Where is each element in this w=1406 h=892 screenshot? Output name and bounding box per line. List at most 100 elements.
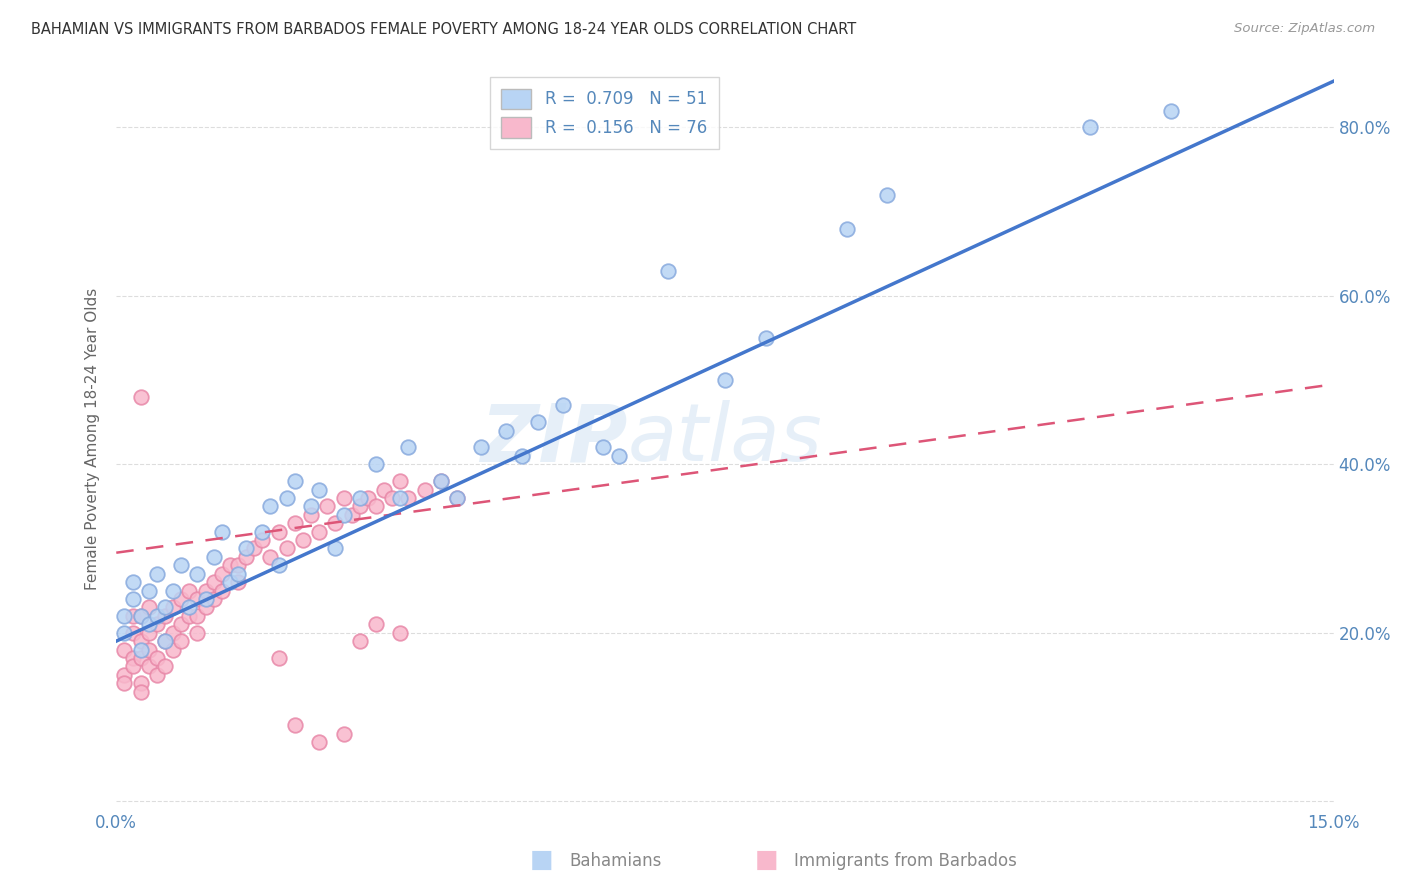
- Point: [349, 634, 371, 648]
- Point: [146, 651, 169, 665]
- Point: [551, 398, 574, 412]
- Point: [389, 491, 412, 505]
- Point: [226, 575, 249, 590]
- Point: [835, 221, 858, 235]
- Point: [162, 625, 184, 640]
- Point: [202, 549, 225, 564]
- Point: [121, 651, 143, 665]
- Point: [202, 592, 225, 607]
- Point: [754, 331, 776, 345]
- Point: [153, 634, 176, 648]
- Point: [202, 575, 225, 590]
- Point: [112, 676, 135, 690]
- Point: [291, 533, 314, 547]
- Point: [364, 458, 387, 472]
- Point: [243, 541, 266, 556]
- Point: [179, 608, 201, 623]
- Point: [138, 600, 160, 615]
- Point: [129, 676, 152, 690]
- Point: [153, 634, 176, 648]
- Text: Source: ZipAtlas.com: Source: ZipAtlas.com: [1234, 22, 1375, 36]
- Point: [657, 263, 679, 277]
- Point: [129, 390, 152, 404]
- Point: [235, 541, 257, 556]
- Legend: R =  0.709   N = 51, R =  0.156   N = 76: R = 0.709 N = 51, R = 0.156 N = 76: [489, 77, 718, 149]
- Point: [129, 608, 152, 623]
- Point: [714, 373, 737, 387]
- Point: [446, 491, 468, 505]
- Point: [1160, 103, 1182, 118]
- Text: BAHAMIAN VS IMMIGRANTS FROM BARBADOS FEMALE POVERTY AMONG 18-24 YEAR OLDS CORREL: BAHAMIAN VS IMMIGRANTS FROM BARBADOS FEM…: [31, 22, 856, 37]
- Point: [267, 651, 290, 665]
- Point: [162, 583, 184, 598]
- Point: [389, 474, 412, 488]
- Point: [186, 592, 208, 607]
- Point: [396, 441, 419, 455]
- Point: [121, 592, 143, 607]
- Text: Bahamians: Bahamians: [569, 852, 662, 870]
- Point: [170, 617, 193, 632]
- Point: [284, 516, 307, 531]
- Point: [276, 541, 298, 556]
- Point: [179, 600, 201, 615]
- Point: [138, 583, 160, 598]
- Point: [186, 608, 208, 623]
- Point: [357, 491, 380, 505]
- Point: [211, 583, 233, 598]
- Point: [349, 500, 371, 514]
- Point: [446, 491, 468, 505]
- Text: ZIP: ZIP: [481, 400, 627, 478]
- Point: [299, 500, 322, 514]
- Point: [413, 483, 436, 497]
- Point: [332, 508, 354, 522]
- Point: [284, 718, 307, 732]
- Point: [211, 566, 233, 581]
- Point: [592, 441, 614, 455]
- Point: [219, 575, 242, 590]
- Point: [284, 474, 307, 488]
- Point: [162, 642, 184, 657]
- Point: [153, 659, 176, 673]
- Point: [138, 625, 160, 640]
- Text: atlas: atlas: [627, 400, 823, 478]
- Point: [121, 608, 143, 623]
- Point: [340, 508, 363, 522]
- Point: [252, 524, 274, 539]
- Point: [349, 491, 371, 505]
- Point: [186, 625, 208, 640]
- Point: [186, 566, 208, 581]
- Point: [226, 566, 249, 581]
- Point: [112, 625, 135, 640]
- Y-axis label: Female Poverty Among 18-24 Year Olds: Female Poverty Among 18-24 Year Olds: [86, 288, 100, 591]
- Point: [510, 449, 533, 463]
- Point: [389, 625, 412, 640]
- Point: [235, 549, 257, 564]
- Point: [316, 500, 339, 514]
- Point: [170, 592, 193, 607]
- Point: [194, 583, 217, 598]
- Point: [129, 684, 152, 698]
- Point: [495, 424, 517, 438]
- Point: [146, 617, 169, 632]
- Point: [219, 558, 242, 573]
- Point: [1078, 120, 1101, 135]
- Point: [267, 558, 290, 573]
- Point: [364, 617, 387, 632]
- Point: [153, 600, 176, 615]
- Text: ■: ■: [755, 848, 778, 872]
- Point: [211, 524, 233, 539]
- Text: Immigrants from Barbados: Immigrants from Barbados: [794, 852, 1018, 870]
- Point: [138, 659, 160, 673]
- Point: [121, 659, 143, 673]
- Point: [299, 508, 322, 522]
- Point: [308, 735, 330, 749]
- Point: [121, 625, 143, 640]
- Point: [430, 474, 453, 488]
- Point: [129, 608, 152, 623]
- Point: [146, 566, 169, 581]
- Point: [146, 608, 169, 623]
- Point: [170, 558, 193, 573]
- Point: [138, 642, 160, 657]
- Point: [396, 491, 419, 505]
- Point: [129, 642, 152, 657]
